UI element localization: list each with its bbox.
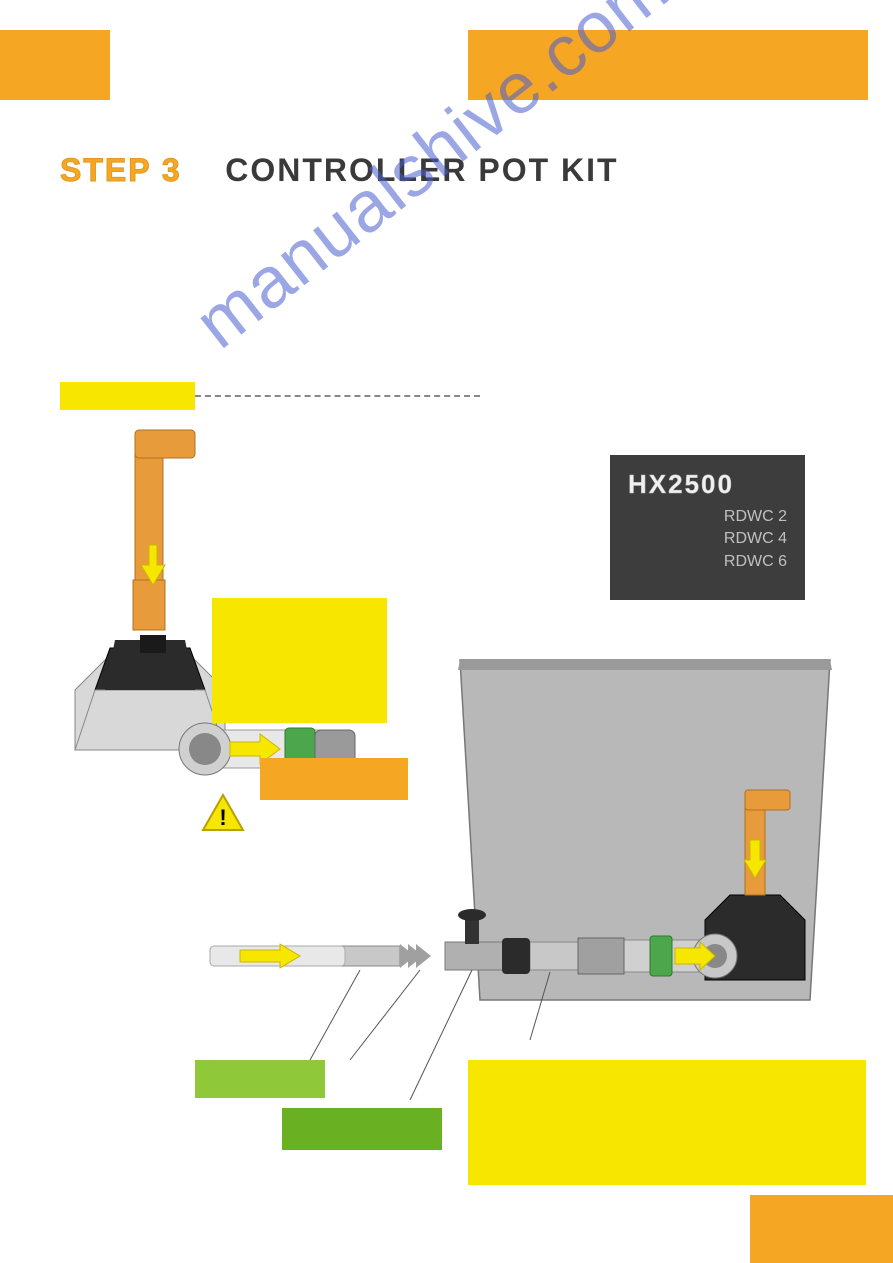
leader-line [310,970,360,1060]
leader-line [410,970,472,1100]
bottom-right-accent [750,1195,893,1263]
section-divider-solid [60,382,195,410]
elbow-pipe-icon [133,430,195,630]
leader-line [350,970,420,1060]
callout-green-light [195,1060,325,1098]
bucket-assembly-diagram [150,640,870,1080]
page-heading: STEP 3 CONTROLLER POT KIT [60,152,619,189]
pump-model-title: HX2500 [628,469,787,500]
top-left-accent [0,30,110,100]
pump-model-card: HX2500 RDWC 2 RDWC 4 RDWC 6 [610,455,805,600]
step-label: STEP 3 [60,152,182,188]
pump-variant: RDWC 2 [628,506,787,528]
pump-variants: RDWC 2 RDWC 4 RDWC 6 [628,506,787,573]
section-divider-dashed [195,395,480,397]
callout-green-dark [282,1108,442,1150]
pump-variant: RDWC 4 [628,528,787,550]
pump-variant: RDWC 6 [628,551,787,573]
top-right-accent [468,30,868,100]
step-title: CONTROLLER POT KIT [225,152,618,188]
callout-yellow-note [468,1060,866,1185]
